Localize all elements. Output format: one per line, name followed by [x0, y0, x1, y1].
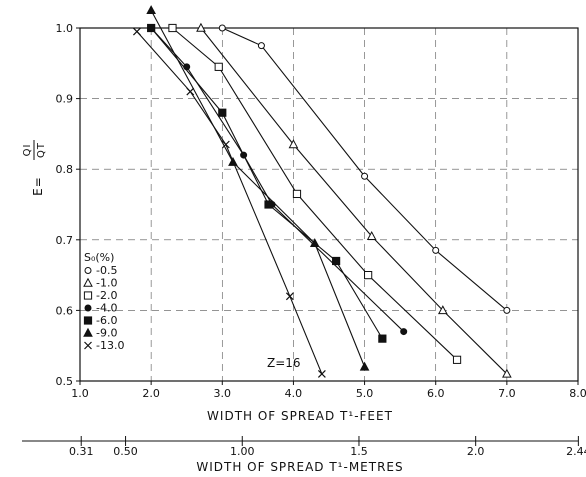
x-tick-label: 8.0: [569, 387, 586, 400]
legend-label: -13.0: [96, 339, 124, 352]
secondary-x-axis-title: WIDTH OF SPREAD T¹-METRES: [196, 460, 403, 474]
data-point: [502, 368, 512, 378]
series-130: [132, 27, 326, 378]
legend-title: S₀(%): [84, 251, 114, 264]
data-point: [285, 292, 294, 301]
legend-marker: [83, 291, 93, 300]
y-axis-ticks: 0.5 0.6 0.7 0.8 0.9 1.0: [56, 22, 80, 388]
legend-label: -2.0: [96, 289, 117, 302]
x-tick-label: 4.0: [285, 387, 303, 400]
y-tick-label: 0.8: [56, 163, 74, 176]
secondary-x-axis-ticks: 0.31 0.50 1.00 1.5 2.0 2.44: [69, 436, 586, 458]
series-10: [196, 22, 512, 378]
series-line: [172, 27, 458, 361]
legend-items: -0.5-1.0-2.0-4.0-6.0-9.0-13.0: [83, 264, 124, 352]
legend-label: -1.0: [96, 277, 117, 290]
series-line: [200, 27, 508, 375]
data-point: [364, 271, 373, 280]
y-tick-label: 1.0: [56, 22, 74, 35]
data-point: [437, 305, 448, 315]
data-point: [288, 139, 299, 149]
data-point: [132, 27, 141, 36]
x-tick-label: 6.0: [427, 387, 445, 400]
secondary-x-tick-label: 0.31: [69, 445, 94, 458]
data-point: [218, 108, 227, 117]
plot-frame: [79, 27, 579, 382]
data-point: [361, 172, 369, 180]
x-tick-label: 1.0: [71, 387, 89, 400]
data-point: [218, 24, 226, 32]
series-05: [218, 24, 511, 314]
y-tick-label: 0.6: [56, 304, 74, 317]
data-point: [452, 355, 462, 364]
legend-label: -0.5: [96, 264, 117, 277]
x-axis-ticks: 1.0 2.0 3.0 4.0 5.0 6.0 7.0 8.0: [71, 381, 586, 400]
data-point: [183, 63, 191, 71]
legend-label: -6.0: [96, 314, 117, 327]
legend-marker: [83, 327, 93, 337]
data-point: [147, 23, 156, 33]
x-tick-label: 7.0: [498, 387, 516, 400]
series-line: [136, 31, 323, 375]
data-point: [378, 334, 387, 343]
y-tick-label: 0.7: [56, 234, 74, 247]
data-point: [186, 87, 195, 96]
series-layer: [132, 5, 512, 378]
secondary-x-tick-label: 1.5: [350, 445, 368, 458]
series-line: [150, 10, 366, 368]
x-tick-label: 2.0: [142, 387, 160, 400]
series-60: [147, 23, 387, 343]
y-axis-title-text: E=: [31, 176, 45, 196]
grid: [80, 28, 578, 381]
data-point: [309, 238, 320, 248]
data-point: [432, 246, 440, 254]
data-point: [264, 200, 273, 209]
legend-marker: [83, 316, 93, 325]
legend-marker: [84, 304, 92, 312]
secondary-x-tick-label: 0.50: [113, 445, 138, 458]
x-axis-title: WIDTH OF SPREAD T¹-FEET: [207, 409, 393, 423]
legend: S₀(%) -0.5-1.0-2.0-4.0-6.0-9.0-13.0: [83, 251, 124, 352]
x-tick-label: 3.0: [214, 387, 232, 400]
y-tick-label: 0.9: [56, 93, 74, 106]
series-20: [168, 23, 462, 364]
y-axis-title: E= QI QT: [22, 140, 47, 196]
secondary-x-axis: 0.31 0.50 1.00 1.5 2.0 2.44 WIDTH OF SPREAD T…: [22, 436, 586, 474]
data-point: [366, 231, 377, 240]
data-point: [214, 62, 223, 71]
series-90: [146, 5, 370, 371]
data-point: [503, 306, 511, 314]
secondary-x-tick-label: 1.00: [230, 445, 255, 458]
data-point: [317, 370, 326, 378]
legend-label: -9.0: [96, 327, 117, 340]
data-point: [359, 361, 370, 371]
y-axis-title-denominator: QT: [36, 142, 47, 158]
z-annotation: Z=16: [267, 356, 301, 370]
secondary-x-tick-label: 2.44: [566, 445, 586, 458]
y-axis-title-numerator: QI: [22, 144, 33, 157]
data-point: [257, 42, 265, 50]
data-point: [146, 5, 156, 15]
data-point: [332, 256, 341, 266]
legend-label: -4.0: [96, 302, 117, 315]
secondary-x-tick-label: 2.0: [467, 445, 485, 458]
x-tick-label: 5.0: [356, 387, 374, 400]
legend-marker: [83, 277, 93, 287]
data-point: [168, 23, 177, 33]
data-point: [221, 140, 230, 149]
data-point: [196, 22, 206, 32]
data-point: [400, 328, 408, 336]
legend-marker: [84, 341, 92, 350]
data-point: [292, 189, 302, 199]
legend-marker: [84, 267, 92, 274]
y-tick-label: 0.5: [56, 375, 74, 388]
